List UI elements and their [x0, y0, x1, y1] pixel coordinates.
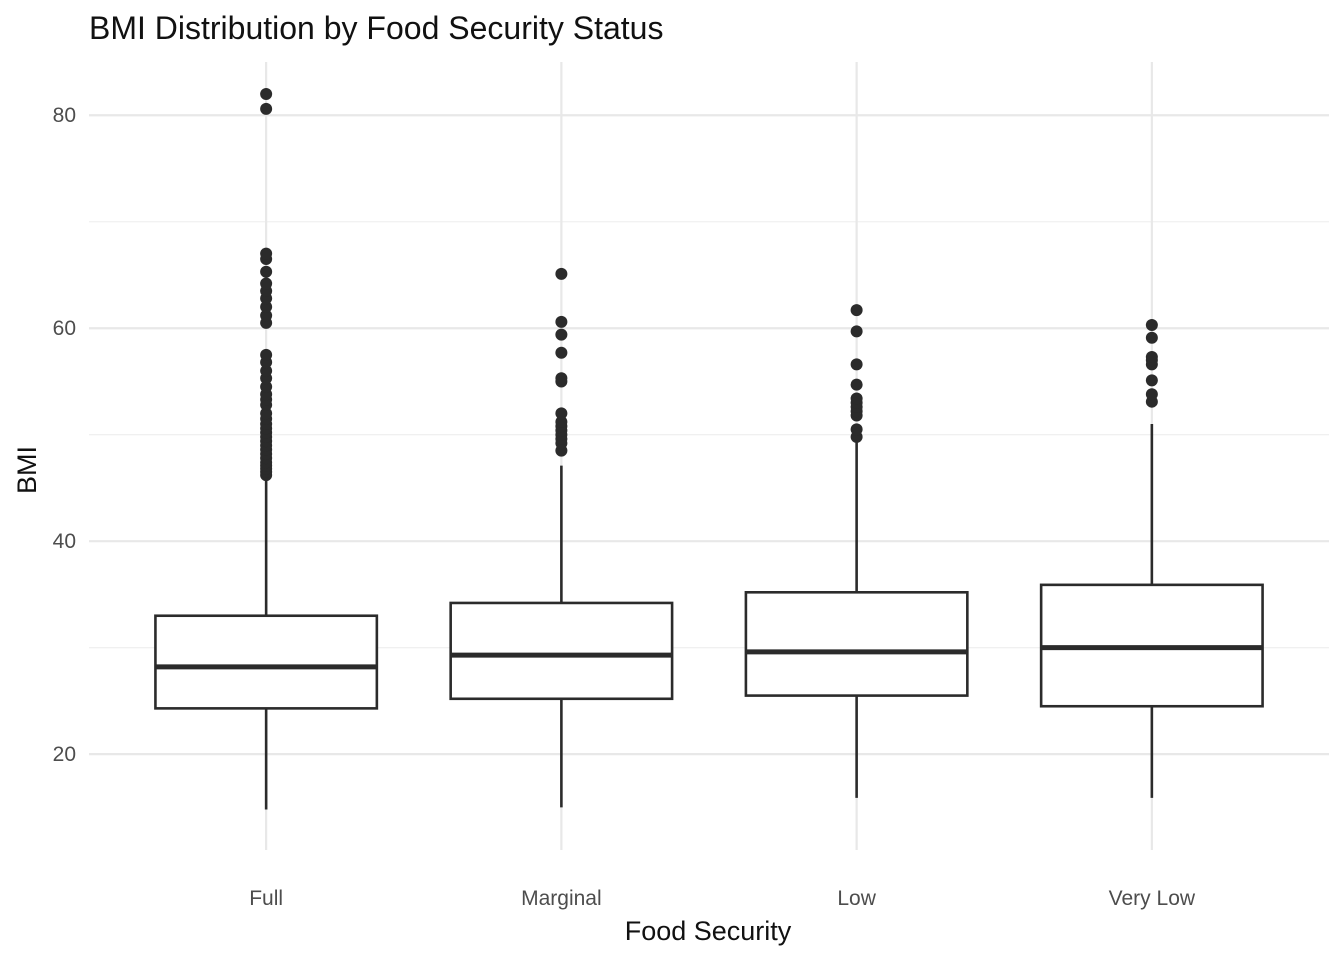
- x-tick-label: Very Low: [1109, 887, 1196, 910]
- outlier-point: [555, 346, 568, 359]
- outlier-point: [555, 315, 568, 328]
- x-tick-label: Marginal: [521, 887, 602, 910]
- outlier-point: [260, 247, 273, 260]
- iqr-box: [744, 591, 969, 697]
- iqr-box: [449, 601, 674, 701]
- outlier-point: [555, 415, 568, 428]
- outlier-point: [260, 265, 273, 278]
- outlier-point: [850, 392, 863, 405]
- outlier-point: [850, 325, 863, 338]
- outlier-point: [1145, 350, 1158, 363]
- box-group: [744, 304, 969, 798]
- x-tick-label: Low: [837, 887, 876, 910]
- chart-title: BMI Distribution by Food Security Status: [89, 10, 663, 46]
- outlier-point: [850, 423, 863, 436]
- outlier-point: [555, 372, 568, 385]
- outlier-point: [555, 407, 568, 420]
- outlier-point: [260, 348, 273, 361]
- y-axis: 20 40 60 80: [53, 104, 76, 766]
- outlier-point: [260, 407, 273, 420]
- outlier-point: [1145, 374, 1158, 387]
- outlier-point: [850, 378, 863, 391]
- y-tick-label: 40: [53, 530, 76, 553]
- box-group: [449, 267, 674, 808]
- outlier-point: [1145, 331, 1158, 344]
- box-plots: [154, 87, 1264, 810]
- outlier-point: [260, 309, 273, 322]
- outlier-point: [850, 304, 863, 317]
- y-axis-title: BMI: [12, 446, 42, 494]
- box-group: [154, 87, 379, 810]
- grid-lines: [89, 62, 1329, 850]
- y-tick-label: 20: [53, 743, 76, 766]
- iqr-box: [154, 614, 379, 710]
- y-tick-label: 60: [53, 317, 76, 340]
- outlier-point: [555, 328, 568, 341]
- outlier-point: [260, 300, 273, 313]
- outlier-point: [260, 380, 273, 393]
- box-group: [1039, 319, 1264, 798]
- y-tick-label: 80: [53, 104, 76, 127]
- outlier-point: [260, 277, 273, 290]
- outlier-point: [260, 102, 273, 115]
- outlier-point: [850, 358, 863, 371]
- outlier-point: [555, 267, 568, 280]
- x-axis-title: Food Security: [625, 916, 792, 946]
- x-axis: Full Marginal Low Very Low: [249, 887, 1196, 910]
- outlier-point: [260, 364, 273, 377]
- outlier-point: [1145, 388, 1158, 401]
- outlier-point: [1145, 319, 1158, 332]
- x-tick-label: Full: [249, 887, 283, 910]
- outlier-point: [260, 87, 273, 100]
